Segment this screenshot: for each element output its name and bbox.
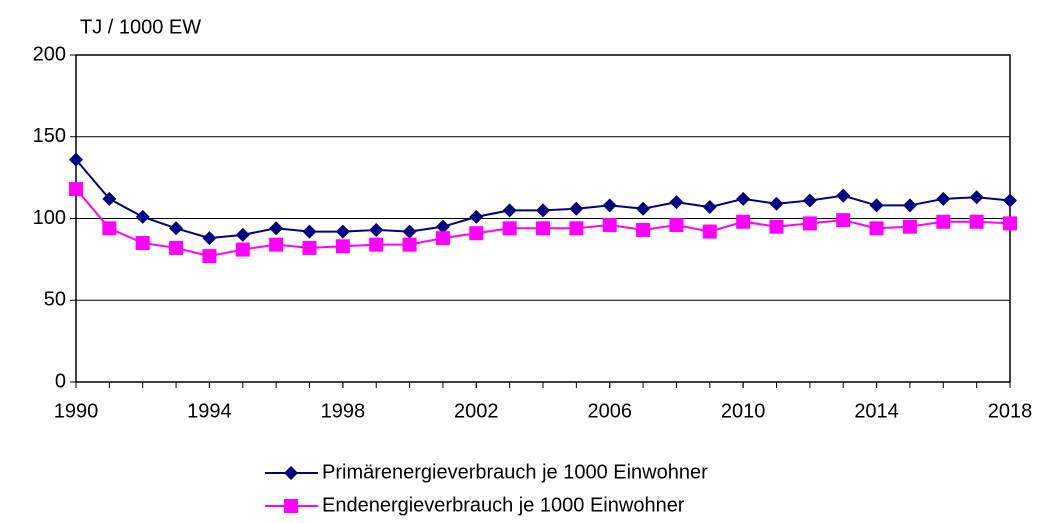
marker [602, 218, 617, 233]
marker [502, 203, 517, 218]
x-tick-label: 1990 [54, 400, 99, 422]
marker [402, 224, 417, 239]
marker [402, 237, 417, 252]
marker [702, 224, 717, 239]
legend-entry: Endenergieverbrauch je 1000 Einwohner [265, 494, 685, 516]
marker [202, 249, 217, 264]
y-tick-label: 200 [33, 43, 66, 65]
marker [936, 214, 951, 229]
marker [69, 152, 83, 167]
legend-marker [284, 466, 298, 480]
marker [435, 219, 450, 234]
marker [69, 182, 83, 197]
marker [669, 195, 684, 210]
marker [369, 222, 384, 237]
marker [169, 240, 184, 255]
marker [869, 221, 884, 236]
marker [1003, 193, 1017, 208]
marker [969, 190, 984, 205]
marker [569, 221, 584, 236]
marker [302, 224, 317, 239]
marker [335, 239, 350, 254]
marker [736, 191, 751, 206]
x-tick-label: 1994 [187, 400, 232, 422]
marker [435, 231, 450, 246]
marker [636, 222, 651, 237]
marker [536, 203, 550, 218]
marker [769, 196, 784, 211]
marker [269, 237, 284, 252]
y-tick-label: 100 [33, 207, 66, 229]
y-tick-label: 50 [44, 289, 66, 311]
marker [836, 188, 851, 203]
marker [202, 231, 217, 246]
y-tick-label: 150 [33, 125, 66, 147]
x-tick-label: 2018 [988, 400, 1033, 422]
marker [102, 191, 117, 206]
y-axis-label: TJ / 1000 EW [80, 16, 201, 38]
y-tick-label: 0 [55, 370, 66, 392]
marker [536, 221, 550, 236]
marker [169, 221, 184, 236]
marker [569, 201, 584, 216]
marker [469, 226, 484, 241]
marker [235, 227, 250, 242]
marker [802, 216, 817, 231]
marker [902, 219, 917, 234]
marker [636, 201, 651, 216]
x-tick-label: 2010 [721, 400, 766, 422]
marker [102, 221, 117, 236]
x-tick-label: 2014 [854, 400, 899, 422]
marker [869, 198, 884, 213]
legend-marker [284, 499, 298, 513]
marker [902, 198, 917, 213]
marker [302, 240, 317, 255]
marker [269, 221, 284, 236]
legend-label: Endenergieverbrauch je 1000 Einwohner [322, 494, 685, 516]
marker [702, 200, 717, 215]
marker [736, 214, 751, 229]
marker [836, 213, 851, 228]
marker [969, 214, 984, 229]
marker [602, 198, 617, 213]
x-tick-label: 1998 [321, 400, 366, 422]
marker [235, 242, 250, 257]
marker [502, 221, 517, 236]
marker [369, 237, 384, 252]
marker [135, 236, 150, 251]
marker [769, 219, 784, 234]
marker [469, 209, 484, 224]
marker [669, 218, 684, 233]
marker [1003, 216, 1017, 231]
legend-label: Primärenergieverbrauch je 1000 Einwohner [322, 461, 708, 483]
legend-entry: Primärenergieverbrauch je 1000 Einwohner [265, 461, 708, 483]
x-tick-label: 2006 [587, 400, 632, 422]
marker [802, 193, 817, 208]
x-tick-label: 2002 [454, 400, 499, 422]
marker [335, 224, 350, 239]
marker [135, 209, 150, 224]
marker [936, 191, 951, 206]
